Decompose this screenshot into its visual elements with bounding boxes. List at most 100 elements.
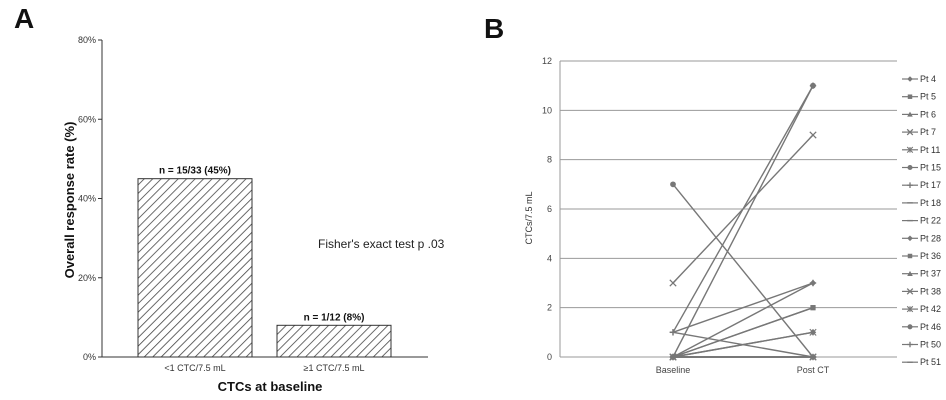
legend-label: Pt 6 — [920, 109, 936, 119]
legend-label: Pt 4 — [920, 74, 936, 84]
series-pt-42-line — [672, 331, 814, 358]
legend-entry: Pt 50 — [902, 340, 941, 350]
legend-label: Pt 22 — [920, 216, 941, 226]
panel-b-letter: B — [484, 13, 504, 44]
panel-a-x-tick-label: <1 CTC/7.5 mL — [164, 363, 225, 373]
legend-swatch-marker — [906, 146, 914, 153]
legend-swatch-marker — [907, 111, 913, 117]
series-pt-50-point-baseline — [669, 329, 677, 336]
series-pt-50-point-post-ct — [809, 82, 817, 89]
panel-a-y-axis-title: Overall response rate (%) — [62, 122, 77, 279]
panel-a-y-tick-label: 80% — [78, 35, 96, 45]
legend-entry: Pt 28 — [902, 233, 941, 243]
legend-swatch-marker — [907, 76, 913, 82]
panel-a-bars: n = 15/33 (45%) <1 CTC/7.5 mL n = 1/12 (8%… — [137, 166, 392, 373]
series-pt-36-point-post-ct — [810, 305, 816, 311]
legend-entry: Pt 5 — [902, 92, 936, 102]
legend-swatch-marker — [907, 235, 913, 242]
legend-label: Pt 17 — [920, 180, 941, 190]
legend-entry: Pt 42 — [902, 304, 941, 314]
panel-a-bar-label: n = 15/33 (45%) — [159, 166, 231, 177]
legend-label: Pt 28 — [920, 233, 941, 243]
legend-entry: Pt 37 — [902, 269, 941, 279]
legend-label: Pt 11 — [920, 145, 940, 155]
series-pt-42-point-post-ct — [809, 328, 817, 336]
legend-swatch-marker — [907, 253, 913, 259]
series-pt-50 — [669, 82, 817, 336]
panel-a-axes: 0% 20% 40% 60% 80% — [78, 35, 428, 362]
panel-b-x-tick-label: Baseline — [656, 365, 691, 375]
panel-b-x-tick-label: Post CT — [797, 365, 830, 375]
series-pt-36-line — [672, 307, 814, 358]
series-pt-15 — [670, 82, 816, 360]
legend-entry: Pt 38 — [902, 286, 941, 296]
series-pt-28-line — [672, 282, 814, 358]
panel-a-y-tick-label: 40% — [78, 194, 96, 204]
fisher-test-annotation: Fisher's exact test p .03 — [318, 237, 445, 251]
panel-b-legend: Pt 4 Pt 5 Pt 6 Pt 7 Pt 11 Pt 15 Pt 17 Pt 18 Pt 2… — [902, 74, 941, 367]
panel-b-gridlines: 0 2 4 6 8 10 12 Baseline Post CT — [542, 56, 897, 375]
panel-b-y-tick-label: 10 — [542, 105, 552, 115]
legend-label: Pt 50 — [920, 340, 941, 350]
legend-swatch-marker — [906, 128, 914, 136]
legend-entry: Pt 4 — [902, 74, 936, 84]
legend-swatch-marker — [907, 94, 913, 99]
legend-label: Pt 51 — [920, 357, 941, 367]
panel-b-y-tick-label: 2 — [547, 303, 552, 313]
legend-swatch-marker — [907, 270, 913, 276]
panel-a-letter: A — [14, 3, 34, 34]
series-pt-42 — [669, 328, 817, 361]
legend-entry: Pt 51 — [902, 357, 941, 367]
legend-entry: Pt 22 — [902, 216, 941, 226]
series-pt-17-line — [672, 282, 814, 333]
legend-entry: Pt 46 — [902, 322, 941, 332]
series-pt-28-point-post-ct — [809, 279, 817, 287]
legend-label: Pt 18 — [920, 198, 941, 208]
legend-label: Pt 15 — [920, 163, 941, 173]
legend-entry: Pt 11 — [902, 145, 940, 155]
legend-swatch-marker — [907, 164, 913, 171]
panel-a-y-tick-label: 20% — [78, 273, 96, 283]
legend-swatch-marker — [906, 305, 914, 313]
series-pt-46-line — [672, 183, 814, 358]
legend-entry: Pt 6 — [902, 109, 936, 119]
panel-a-x-axis-title: CTCs at baseline — [218, 379, 323, 394]
legend-swatch-marker — [907, 324, 913, 330]
legend-label: Pt 7 — [920, 127, 936, 137]
legend-swatch-marker — [907, 182, 913, 188]
series-pt-38-point-post-ct — [809, 131, 817, 139]
series-pt-38-point-baseline — [669, 279, 677, 287]
panel-a-y-tick-label: 60% — [78, 114, 96, 124]
legend-entry: Pt 17 — [902, 180, 941, 190]
legend-label: Pt 5 — [920, 92, 936, 102]
panel-b-y-tick-label: 6 — [547, 204, 552, 214]
legend-label: Pt 42 — [920, 304, 941, 314]
legend-label: Pt 36 — [920, 251, 941, 261]
panel-a-bar-label: n = 1/12 (8%) — [304, 312, 365, 323]
panel-a: A 0% 20% 40% 60% 80% n = 15/33 (45%) <1 CTC/7… — [14, 3, 445, 394]
panel-b-y-tick-label: 8 — [547, 155, 552, 165]
series-pt-50-line — [672, 85, 814, 333]
panel-a-bar — [276, 324, 392, 358]
series-pt-15-line — [672, 85, 814, 358]
panel-a-bar — [137, 178, 253, 358]
panel-b-y-tick-label: 12 — [542, 56, 552, 66]
panel-b-series — [669, 82, 817, 361]
panel-b-y-axis-title: CTCs/7.5 mL — [524, 191, 534, 244]
legend-entry: Pt 36 — [902, 251, 941, 261]
legend-entry: Pt 18 — [902, 198, 941, 208]
legend-label: Pt 46 — [920, 322, 941, 332]
legend-label: Pt 37 — [920, 269, 941, 279]
legend-swatch-marker — [906, 288, 914, 295]
panel-b-y-tick-label: 4 — [547, 253, 552, 263]
panel-a-x-tick-label: ≥1 CTC/7.5 mL — [304, 363, 365, 373]
series-pt-46 — [670, 181, 816, 360]
legend-entry: Pt 7 — [902, 127, 936, 137]
panel-b-y-tick-label: 0 — [547, 352, 552, 362]
series-pt-46-point-baseline — [670, 181, 676, 188]
legend-entry: Pt 15 — [902, 163, 941, 173]
legend-swatch-marker — [907, 341, 913, 348]
panel-a-y-tick-label: 0% — [83, 352, 96, 362]
